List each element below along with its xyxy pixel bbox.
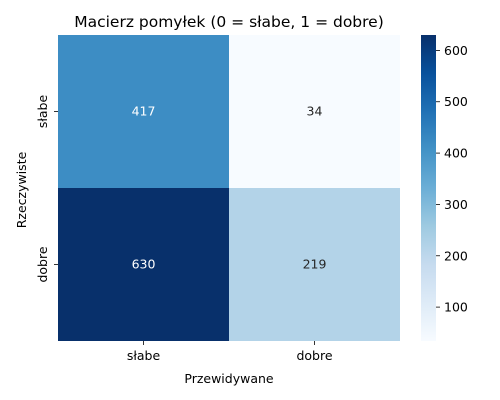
cell-value-label: 630 — [132, 257, 156, 272]
y-tick-label: słabe — [35, 95, 50, 129]
heatmap-cell — [58, 35, 229, 188]
cell-value-label: 34 — [307, 104, 323, 119]
x-tick-label: dobre — [296, 348, 332, 363]
y-axis-label: Rzeczywiste — [14, 151, 29, 228]
colorbar — [421, 35, 436, 341]
x-axis-label: Przewidywane — [184, 371, 274, 386]
colorbar-tick-label: 300 — [444, 197, 468, 212]
heatmap-cell — [229, 35, 400, 188]
colorbar-tick-label: 200 — [444, 248, 468, 263]
chart-title: Macierz pomyłek (0 = słabe, 1 = dobre) — [74, 13, 384, 31]
cell-value-label: 417 — [132, 104, 156, 119]
y-axis-ticks: słabe dobre — [35, 95, 58, 283]
heatmap-cell — [58, 188, 229, 341]
x-axis-ticks: słabe dobre — [127, 341, 333, 363]
heatmap-cells: 417 34 630 219 — [58, 35, 400, 341]
colorbar-tick-label: 400 — [444, 146, 468, 161]
cell-value-label: 219 — [303, 257, 327, 272]
colorbar-tick-label: 100 — [444, 300, 468, 315]
colorbar-tick-label: 600 — [444, 43, 468, 58]
colorbar-ticks: 100 200 300 400 500 600 — [436, 43, 468, 315]
heatmap-cell — [229, 188, 400, 341]
colorbar-tick-label: 500 — [444, 94, 468, 109]
y-tick-label: dobre — [35, 246, 50, 282]
x-tick-label: słabe — [127, 348, 161, 363]
